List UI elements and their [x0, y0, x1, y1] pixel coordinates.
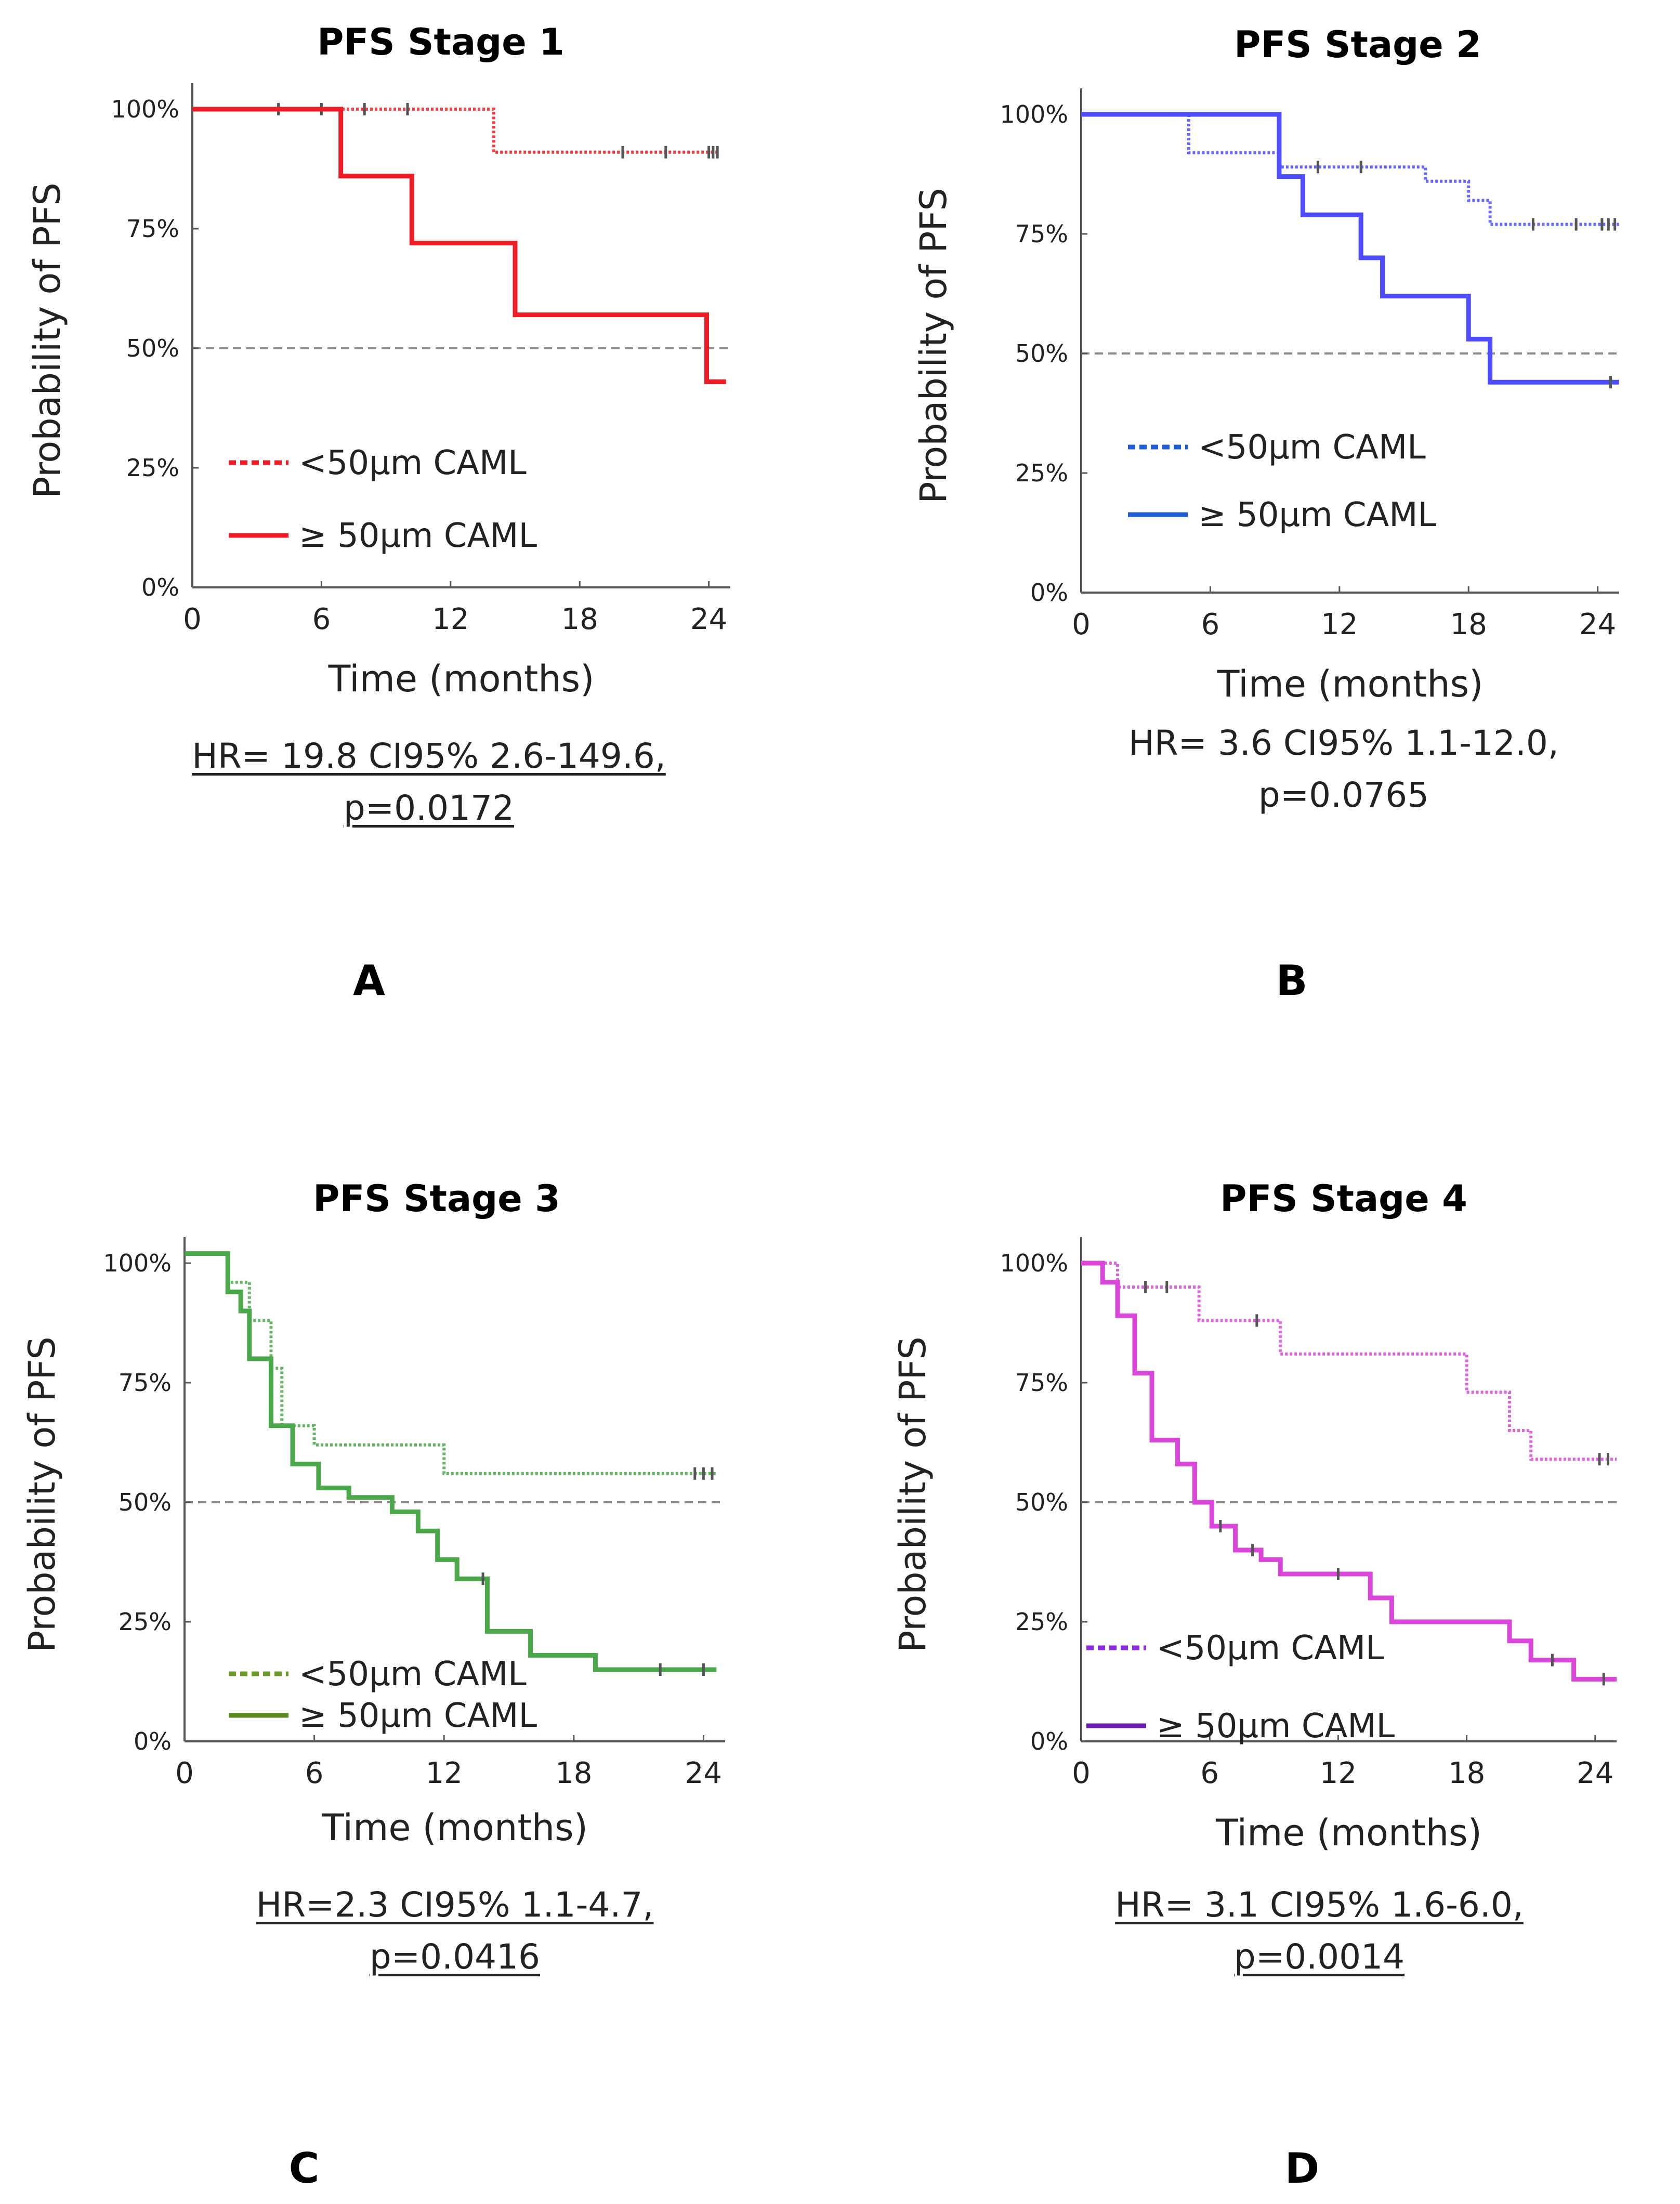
y-axis-label: Probability of PFS [21, 1336, 63, 1652]
series-line-ge50um [1081, 112, 1619, 385]
stats-d: HR= 3.1 CI95% 1.6-6.0, p=0.0014 [1033, 1879, 1605, 1983]
series-line-ge50um [192, 107, 726, 384]
y-tick-label: 0% [141, 573, 179, 601]
chart-title: PFS Stage 2 [1234, 23, 1481, 66]
panel-letter-d: D [1284, 2144, 1320, 2193]
chart-title: PFS Stage 1 [317, 21, 565, 63]
x-axis-label: Time (months) [1217, 663, 1484, 705]
y-tick-label: 75% [126, 215, 179, 243]
y-axis-label: Probability of PFS [912, 188, 955, 504]
legend-label: <50µm CAML [1198, 428, 1426, 467]
y-tick-label: 100% [1000, 1249, 1068, 1277]
x-tick-label: 0 [183, 602, 202, 636]
series-line-lt50um [185, 1252, 717, 1475]
y-axis-label: Probability of PFS [891, 1336, 934, 1652]
x-tick-label: 24 [1577, 1756, 1613, 1790]
series-line-ge50um [1081, 1261, 1617, 1682]
x-tick-label: 24 [685, 1756, 722, 1790]
stats-b-line-1: HR= 3.6 CI95% 1.1-12.0, [1128, 723, 1559, 763]
y-tick-label: 75% [1015, 220, 1068, 248]
legend-label: <50µm CAML [299, 1655, 527, 1694]
x-tick-label: 12 [1321, 608, 1358, 641]
legend-label: <50µm CAML [1157, 1629, 1384, 1668]
y-tick-label: 25% [126, 454, 179, 482]
y-tick-label: 0% [1030, 1727, 1068, 1755]
y-tick-label: 50% [126, 334, 179, 362]
x-axis-label: Time (months) [328, 658, 595, 700]
y-tick-label: 0% [1030, 579, 1068, 607]
chart-panel-b: PFS Stage 2 Probability of PFS Time (month… [912, 23, 1619, 705]
legend-label: ≥ 50µm CAML [1157, 1707, 1395, 1746]
x-tick-label: 18 [1448, 1756, 1485, 1790]
x-tick-label: 6 [1201, 608, 1220, 641]
stats-a: HR= 19.8 CI95% 2.6-149.6, p=0.0172 [143, 730, 715, 834]
series-line-lt50um [1081, 113, 1619, 226]
stats-b: HR= 3.6 CI95% 1.1-12.0, p=0.0765 [1058, 717, 1630, 821]
x-tick-label: 24 [1579, 608, 1616, 641]
legend-label: <50µm CAML [299, 444, 527, 482]
x-tick-label: 12 [426, 1756, 463, 1790]
x-tick-label: 6 [305, 1756, 324, 1790]
x-axis-label: Time (months) [1215, 1812, 1482, 1854]
stats-c-line-1: HR=2.3 CI95% 1.1-4.7, [256, 1885, 654, 1925]
panel-letter-c: C [288, 2144, 320, 2193]
chart-panel-c: PFS Stage 3 Probability of PFS Time (month… [21, 1177, 725, 1849]
x-tick-label: 0 [175, 1756, 194, 1790]
x-tick-label: 18 [555, 1756, 592, 1790]
x-tick-label: 0 [1072, 608, 1091, 641]
y-tick-label: 75% [1015, 1369, 1068, 1397]
y-tick-label: 50% [1015, 1488, 1068, 1516]
y-tick-label: 100% [111, 95, 179, 123]
x-axis-label: Time (months) [321, 1806, 588, 1849]
stats-d-line-2: p=0.0014 [1233, 1937, 1405, 1977]
chart-title: PFS Stage 3 [313, 1177, 560, 1220]
y-tick-label: 25% [1015, 459, 1068, 487]
series-line-lt50um [1081, 1262, 1617, 1461]
stats-c-line-2: p=0.0416 [369, 1937, 541, 1977]
chart-title: PFS Stage 4 [1220, 1177, 1467, 1220]
stats-a-line-1: HR= 19.8 CI95% 2.6-149.6, [192, 736, 666, 776]
stats-a-line-2: p=0.0172 [343, 788, 515, 828]
panel-letter-b: B [1276, 956, 1308, 1005]
x-tick-label: 24 [690, 602, 727, 636]
x-tick-label: 18 [561, 602, 598, 636]
series-line-lt50um [192, 108, 720, 154]
y-tick-label: 50% [119, 1488, 172, 1516]
y-tick-label: 25% [1015, 1608, 1068, 1636]
y-tick-label: 25% [119, 1608, 172, 1636]
x-tick-label: 6 [312, 602, 331, 636]
legend-label: ≥ 50µm CAML [299, 517, 537, 555]
stats-b-line-2: p=0.0765 [1258, 775, 1429, 815]
y-tick-label: 50% [1015, 339, 1068, 368]
y-tick-label: 0% [134, 1727, 172, 1755]
x-tick-label: 0 [1072, 1756, 1091, 1790]
legend-label: ≥ 50µm CAML [1198, 496, 1437, 534]
x-tick-label: 12 [1320, 1756, 1357, 1790]
stats-d-line-1: HR= 3.1 CI95% 1.6-6.0, [1115, 1885, 1524, 1925]
chart-panel-d: PFS Stage 4 Probability of PFS Time (month… [891, 1177, 1617, 1854]
y-tick-label: 100% [103, 1249, 172, 1277]
stats-c: HR=2.3 CI95% 1.1-4.7, p=0.0416 [169, 1879, 741, 1983]
chart-panel-a: PFS Stage 1 Probability of PFS Time (month… [26, 21, 730, 700]
legend-label: ≥ 50µm CAML [299, 1697, 537, 1735]
panel-letter-a: A [353, 956, 385, 1005]
series-line-ge50um [185, 1251, 717, 1672]
x-tick-label: 6 [1200, 1756, 1219, 1790]
x-tick-label: 18 [1450, 608, 1487, 641]
y-axis-label: Probability of PFS [26, 182, 69, 498]
y-tick-label: 100% [1000, 100, 1068, 128]
x-tick-label: 12 [432, 602, 469, 636]
y-tick-label: 75% [119, 1369, 172, 1397]
